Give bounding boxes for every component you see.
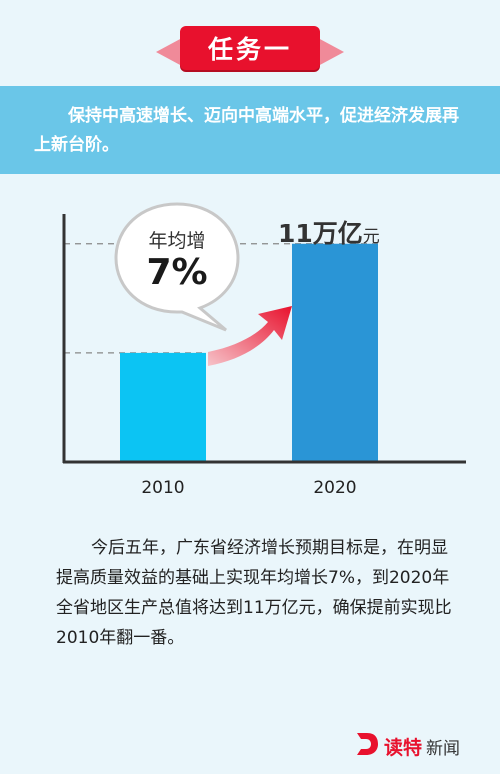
brand-suffix: 新闻	[426, 739, 460, 759]
value-number: 11万亿	[278, 219, 363, 248]
growth-label: 年均增	[148, 230, 206, 252]
body-paragraph: 今后五年，广东省经济增长预期目标是，在明显提高质量效益的基础上实现年均增长7%，…	[56, 538, 452, 648]
growth-arrow	[208, 306, 292, 366]
page-title: 任务一	[180, 26, 320, 70]
x-tick-2010: 2010	[141, 478, 185, 498]
brand-logo: 读特 新闻	[354, 730, 486, 760]
ribbon-left	[156, 38, 182, 66]
bubble-shape	[114, 202, 240, 332]
task-description: 保持中高速增长、迈向中高端水平，促进经济发展再上新台阶。	[0, 86, 500, 174]
value-unit: 元	[362, 227, 380, 247]
value-callout: 11万亿元	[278, 214, 380, 250]
bar-chart	[62, 202, 466, 464]
title-banner: 任务一	[150, 26, 350, 74]
growth-bubble: 年均增 7%	[118, 202, 236, 314]
x-tick-2020: 2020	[313, 478, 357, 498]
bar-2010	[120, 352, 206, 462]
brand-name: 读特	[384, 737, 423, 759]
ribbon-right	[318, 38, 344, 66]
bar-2020	[292, 243, 378, 462]
growth-rate: 7%	[146, 252, 208, 293]
d-logo-icon	[357, 733, 378, 755]
